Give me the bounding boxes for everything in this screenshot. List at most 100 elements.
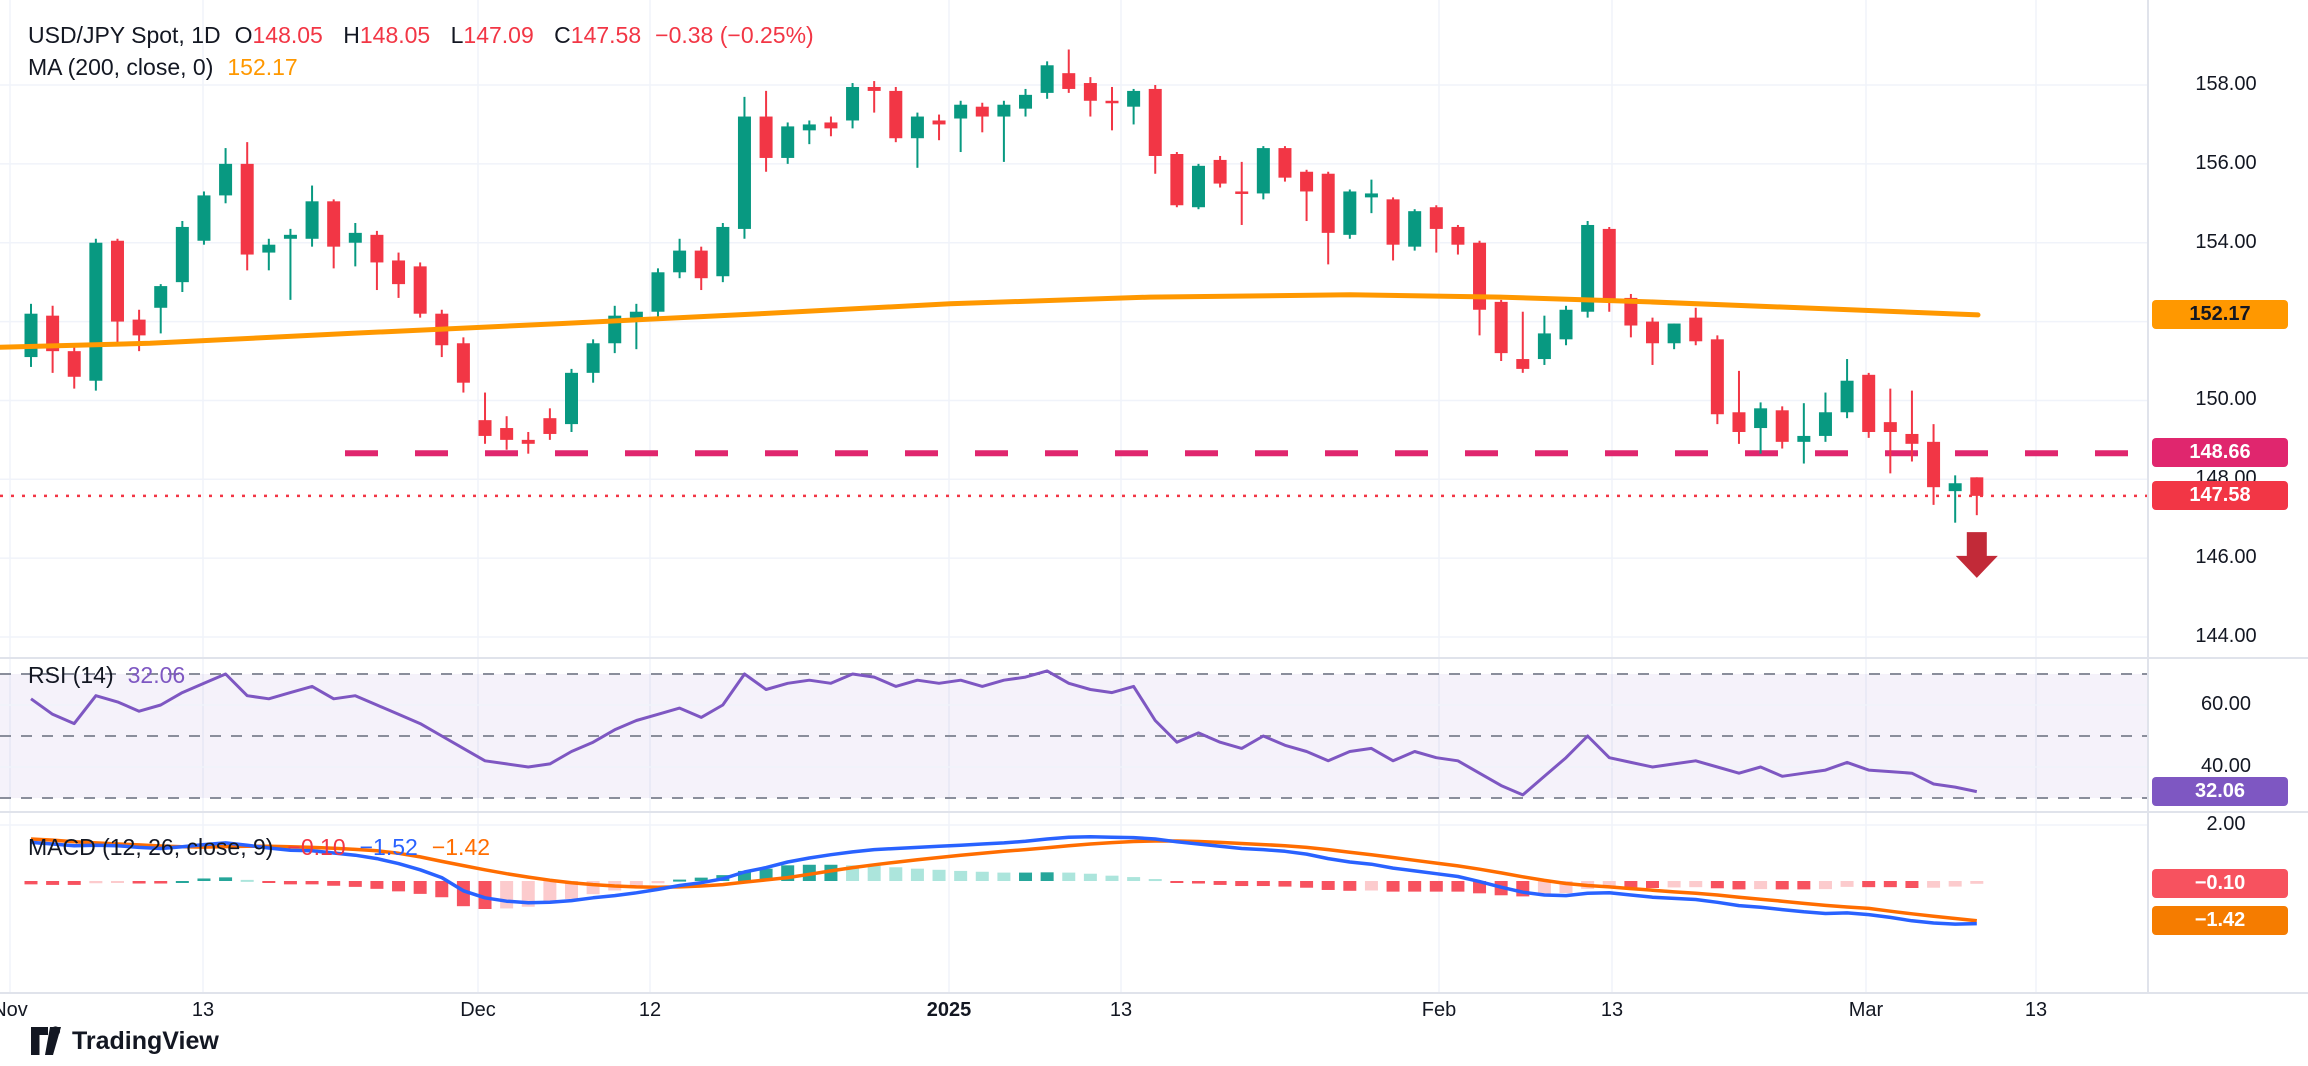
support-level-badge: 148.66 [2152,438,2288,468]
macd-histogram-bar [110,881,124,883]
candle-body [1278,148,1292,178]
macd-histogram-bar [1256,881,1270,887]
ma-legend[interactable]: MA (200, close, 0) 152.17 [28,53,298,81]
macd-signal-badge: −1.42 [2152,905,2288,935]
macd-histogram-bar [1062,872,1076,881]
candle-body [1170,154,1184,206]
candle-body [500,428,514,440]
macd-histogram-bar [1732,881,1746,890]
macd-histogram-bar [975,871,989,881]
macd-histogram-bar [1213,881,1227,885]
low-label: L [450,22,464,48]
candle-body [694,250,708,279]
candle-body [1581,224,1595,312]
macd-histogram-bar [1386,881,1400,892]
candle-body [997,104,1011,117]
candle-body [1105,100,1119,104]
candle-body [1840,380,1854,413]
down-arrow-icon [1955,532,1998,578]
rsi-legend[interactable]: RSI (14) 32.06 [28,661,185,689]
candle-body [327,201,341,247]
candle-body [89,242,103,381]
candle-body [543,418,557,434]
macd-histogram-bar [997,872,1011,881]
macd-histogram-bar [327,881,341,886]
macd-histogram-bar [521,881,535,907]
macd-histogram-bar [500,881,514,909]
candle-body [716,226,730,277]
candle-body [1451,226,1465,245]
rsi-axis-label: 60.00 [2200,693,2252,715]
ma-value: 152.17 [227,54,298,80]
tradingview-logo-text: TradingView [72,1026,219,1055]
macd-histogram-bar [910,868,924,881]
candle-body [370,234,384,263]
rsi-label: RSI (14) [28,662,114,688]
macd-line-value: −1.52 [359,834,418,860]
high-label: H [343,22,360,48]
candle-body [1083,83,1097,101]
macd-histogram-bar [1278,881,1292,887]
candle-body [67,351,81,377]
candle-body [565,372,578,425]
macd-histogram-bar [1429,881,1443,892]
symbol-legend[interactable]: USD/JPY Spot, 1D O148.05 H148.05 L147.09… [28,21,814,49]
candle-body [348,232,362,243]
macd-histogram-bar [1754,881,1768,890]
time-axis-label: Nov [0,999,28,1021]
macd-signal-line [30,837,1977,923]
candle-body [629,311,643,318]
price-axis-label: 150.00 [2195,388,2257,411]
candle-body [824,122,838,129]
macd-histogram-bar [1927,881,1941,888]
candle-body [1300,171,1314,192]
candle-body [478,420,492,436]
macd-histogram-bar [305,881,319,885]
macd-histogram-bar [1905,881,1919,888]
macd-histogram-bar [673,879,687,882]
macd-histogram-bar [413,881,427,894]
symbol-title: USD/JPY Spot, 1D [28,22,221,48]
macd-histogram-bar [1019,872,1033,881]
macd-histogram-bar [197,878,211,881]
candle-body [954,104,968,119]
change-value: −0.38 (−0.25%) [655,22,814,48]
time-axis-label: 13 [191,999,215,1021]
low-value: 147.09 [463,22,534,48]
candle-body [910,116,924,139]
macd-histogram-bar [348,881,362,887]
tradingview-logo[interactable]: TradingView [30,1026,219,1056]
macd-histogram-bar [24,881,38,885]
candle-body [1364,193,1378,198]
candle-body [651,272,665,312]
macd-histogram-bar [954,870,968,881]
macd-histogram-bar [370,881,384,889]
macd-legend[interactable]: MACD (12, 26, close, 9) −0.10 −1.52 −1.4… [28,833,490,861]
macd-histogram-bar [1537,881,1551,896]
candle-body [1927,441,1941,488]
macd-histogram-bar [1646,881,1659,888]
candle-body [1710,339,1724,415]
candle-body [1970,477,1984,496]
candle-body [1602,228,1616,302]
candle-body [110,240,124,322]
candle-body [392,260,406,285]
candle-body [1818,412,1832,436]
candle-body [1559,309,1573,340]
macd-histogram-bar [262,881,276,883]
macd-axis-label: 2.00 [2206,813,2246,835]
time-axis-label: 13 [1600,999,1624,1021]
macd-label: MACD (12, 26, close, 9) [28,834,274,860]
macd-histogram-bar [1862,881,1876,888]
price-axis-label: 154.00 [2195,230,2257,253]
candle-body [24,313,38,358]
candle-body [1905,433,1919,444]
candle-body [1213,159,1227,184]
candle-body [1537,333,1551,360]
time-axis-label: 2025 [926,999,972,1021]
candle-body [1775,410,1789,442]
close-label: C [554,22,571,48]
macd-histogram-bar [1689,881,1703,888]
candle-body [1256,148,1270,194]
